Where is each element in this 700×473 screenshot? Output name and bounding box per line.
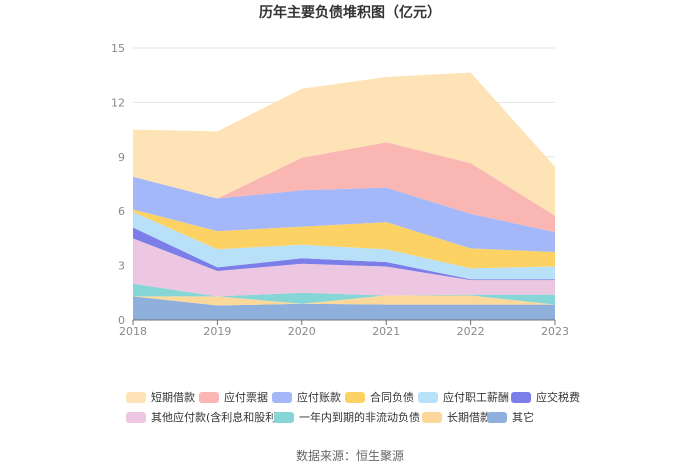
area-series: [133, 72, 555, 320]
area-series-4: [133, 227, 555, 281]
legend-label: 合同负债: [370, 390, 414, 404]
legend-swatch: [126, 412, 146, 423]
chart-title: 历年主要负债堆积图（亿元）: [259, 4, 441, 21]
x-tick-label: 2018: [119, 325, 147, 338]
y-tick-label: 3: [118, 260, 125, 273]
area-series-9: [133, 72, 555, 216]
legend-swatch: [199, 392, 219, 403]
legend-swatch: [511, 392, 531, 403]
area-series-7: [133, 176, 555, 252]
legend-label: 长期借款: [447, 410, 491, 424]
y-tick-label: 0: [118, 314, 125, 327]
legend-label: 应付账款: [297, 390, 341, 404]
legend-label: 一年内到期的非流动负债: [299, 410, 420, 424]
area-series-0: [133, 296, 555, 320]
y-tick-label: 9: [118, 151, 125, 164]
y-tick-label: 6: [118, 205, 125, 218]
legend-swatch: [126, 392, 146, 403]
legend-label: 其它: [512, 410, 534, 424]
legend-swatch: [487, 412, 507, 423]
legend-label: 其他应付款(含利息和股利): [151, 410, 281, 424]
area-series-8: [133, 142, 555, 233]
legend-swatch: [345, 392, 365, 403]
legend-label: 应交税费: [536, 390, 580, 404]
y-tick-label: 12: [111, 96, 125, 109]
axes: 0 3 6 9 12 15 2018 2019 2020 2021 2022 2023: [111, 42, 569, 338]
legend-swatch: [274, 412, 294, 423]
x-tick-label: 2022: [457, 325, 485, 338]
area-series-3: [133, 238, 555, 297]
area-series-2: [133, 283, 555, 305]
y-tick-label: 15: [111, 42, 125, 55]
x-tick-label: 2019: [203, 325, 231, 338]
x-tick-label: 2023: [541, 325, 569, 338]
x-tick-label: 2020: [288, 325, 316, 338]
legend-swatch: [418, 392, 438, 403]
x-tick-label: 2021: [372, 325, 400, 338]
area-series-5: [133, 212, 555, 280]
legend-label: 应付职工薪酬: [443, 390, 509, 404]
legend-label: 应付票据: [224, 390, 268, 404]
legend-label: 短期借款: [151, 390, 195, 404]
legend-swatch: [422, 412, 442, 423]
area-series-1: [133, 295, 555, 306]
legend-swatch: [272, 392, 292, 403]
data-source-label: 数据来源：恒生聚源: [296, 448, 404, 463]
area-series-6: [133, 209, 555, 269]
